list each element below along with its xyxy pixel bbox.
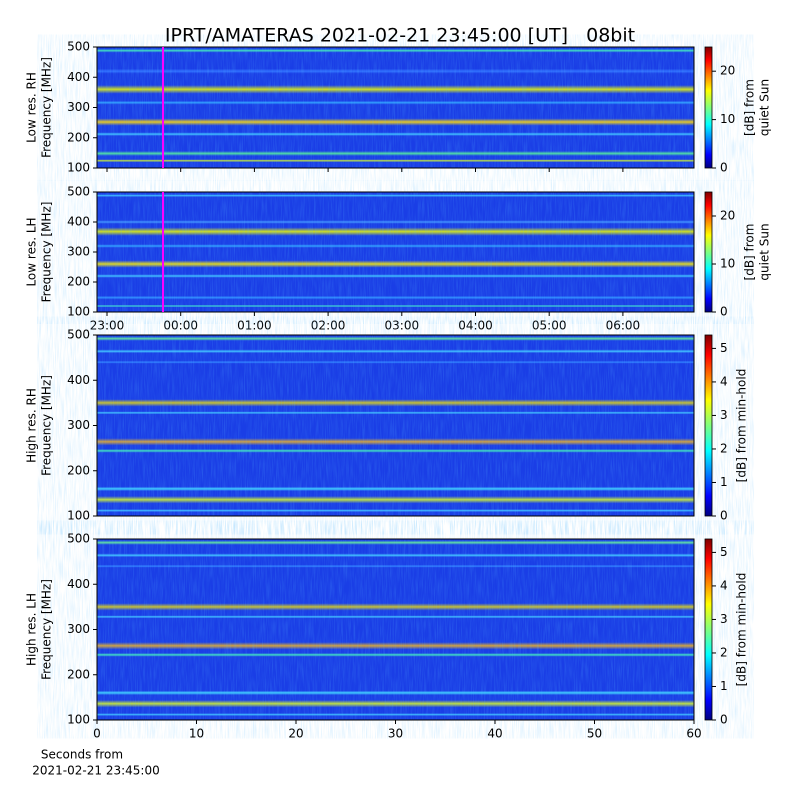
colorbar-tick-label: 3	[720, 612, 728, 626]
colorbar-tick-label: 20	[720, 209, 735, 223]
colorbar-tick-label: 2	[720, 441, 728, 455]
colorbar	[704, 46, 713, 169]
colorbar	[704, 334, 713, 517]
x-axis-label: Seconds from	[41, 748, 123, 762]
x-tick-label: 20	[288, 727, 303, 741]
x-tick-label: 04:00	[458, 319, 493, 333]
y-axis-label: Low res. LH	[25, 217, 39, 286]
colorbar-label: [dB] from min-hold	[735, 573, 749, 687]
y-tick-label: 400	[67, 70, 90, 84]
y-tick-label: 400	[67, 215, 90, 229]
y-tick-label: 500	[67, 185, 90, 199]
colorbar-tick-label: 0	[720, 713, 728, 727]
colorbar-tick-label: 3	[720, 408, 728, 422]
x-tick-label: 02:00	[311, 319, 346, 333]
y-tick-label: 200	[67, 130, 90, 144]
x-tick-label: 0	[93, 727, 101, 741]
colorbar-tick-label: 10	[720, 112, 735, 126]
y-axis-label: High res. LH	[25, 593, 39, 666]
colorbar	[704, 191, 713, 313]
y-tick-label: 400	[67, 373, 90, 387]
colorbar-tick-label: 10	[720, 257, 735, 271]
colorbar	[704, 538, 713, 721]
spectrogram-noise	[97, 47, 694, 168]
y-tick-label: 500	[67, 532, 90, 546]
y-tick-label: 300	[67, 245, 90, 259]
x-tick-label: 50	[587, 727, 602, 741]
colorbar-tick-label: 0	[720, 509, 728, 523]
y-tick-label: 100	[67, 305, 90, 319]
x-tick-label: 23:00	[90, 319, 125, 333]
y-tick-label: 500	[67, 328, 90, 342]
y-tick-label: 100	[67, 509, 90, 523]
y-tick-label: 300	[67, 418, 90, 432]
y-tick-label: 100	[67, 161, 90, 175]
colorbar-tick-label: 5	[720, 545, 728, 559]
y-tick-label: 100	[67, 713, 90, 727]
y-tick-label: 500	[67, 40, 90, 54]
y-tick-label: 300	[67, 100, 90, 114]
x-tick-label: 06:00	[606, 319, 641, 333]
colorbar-label: [dB] from min-hold	[735, 369, 749, 483]
y-axis-label: Frequency [MHz]	[40, 375, 54, 476]
y-tick-label: 200	[67, 275, 90, 289]
colorbar-tick-label: 4	[720, 374, 728, 388]
colorbar-tick-label: 5	[720, 341, 728, 355]
x-axis-label: 2021-02-21 23:45:00	[32, 764, 159, 778]
colorbar-label: [dB] from	[743, 224, 757, 281]
colorbar-tick-label: 0	[720, 161, 728, 175]
x-tick-label: 01:00	[237, 319, 272, 333]
colorbar-tick-label: 20	[720, 64, 735, 78]
y-tick-label: 200	[67, 667, 90, 681]
spectrogram-noise	[97, 539, 694, 720]
colorbar-tick-label: 1	[720, 679, 728, 693]
spectrogram-noise	[97, 192, 694, 312]
colorbar-tick-label: 2	[720, 645, 728, 659]
x-tick-label: 05:00	[532, 319, 567, 333]
x-tick-label: 30	[388, 727, 403, 741]
chart-title: IPRT/AMATERAS 2021-02-21 23:45:00 [UT] 0…	[165, 25, 635, 47]
y-axis-label: Frequency [MHz]	[40, 202, 54, 303]
colorbar-label: quiet Sun	[758, 79, 772, 136]
y-tick-label: 200	[67, 463, 90, 477]
colorbar-label: quiet Sun	[758, 223, 772, 280]
colorbar-tick-label: 0	[720, 305, 728, 319]
spectrogram-noise	[97, 335, 694, 516]
colorbar-label: [dB] from	[743, 79, 757, 136]
colorbar-tick-label: 1	[720, 475, 728, 489]
y-axis-label: Frequency [MHz]	[40, 579, 54, 680]
y-axis-label: High res. RH	[25, 388, 39, 463]
y-axis-label: Low res. RH	[25, 72, 39, 143]
y-axis-label: Frequency [MHz]	[40, 57, 54, 158]
x-tick-label: 00:00	[163, 319, 198, 333]
x-tick-label: 10	[189, 727, 204, 741]
x-tick-label: 03:00	[385, 319, 420, 333]
x-tick-label: 40	[487, 727, 502, 741]
y-tick-label: 300	[67, 622, 90, 636]
y-tick-label: 400	[67, 577, 90, 591]
colorbar-tick-label: 4	[720, 578, 728, 592]
x-tick-label: 60	[686, 727, 701, 741]
